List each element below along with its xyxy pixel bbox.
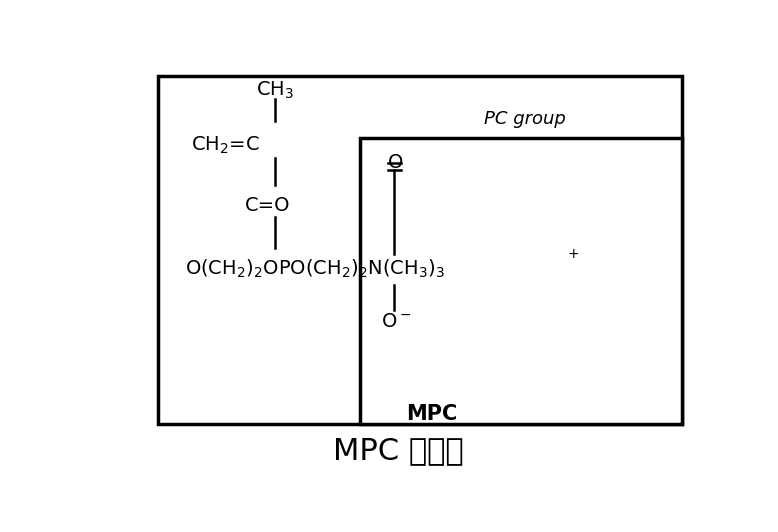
Text: CH$_2$=C: CH$_2$=C — [191, 135, 259, 156]
Text: O$^-$: O$^-$ — [380, 312, 411, 331]
Text: +: + — [568, 247, 580, 261]
Bar — [359, 138, 682, 425]
Text: C=O: C=O — [245, 196, 290, 215]
Bar — [157, 76, 682, 425]
Text: MPC 结构式: MPC 结构式 — [334, 436, 464, 466]
Text: O: O — [388, 153, 404, 172]
Text: PC group: PC group — [485, 110, 566, 128]
Text: MPC: MPC — [406, 404, 457, 424]
Text: CH$_3$: CH$_3$ — [256, 80, 294, 101]
Text: O(CH$_2$)$_2$OPO(CH$_2$)$_2$N(CH$_3$)$_3$: O(CH$_2$)$_2$OPO(CH$_2$)$_2$N(CH$_3$)$_3… — [184, 257, 444, 280]
